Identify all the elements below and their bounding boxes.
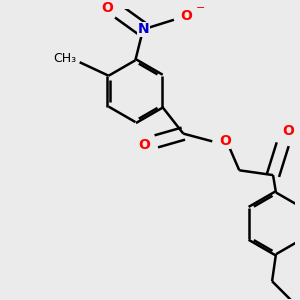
Text: O: O [219,134,231,148]
Text: O: O [138,138,150,152]
Text: CH₃: CH₃ [54,52,77,65]
Text: O: O [283,124,294,138]
Text: O: O [101,1,113,15]
Text: −: − [196,3,206,13]
Text: O: O [181,9,192,23]
Text: N: N [137,22,149,36]
